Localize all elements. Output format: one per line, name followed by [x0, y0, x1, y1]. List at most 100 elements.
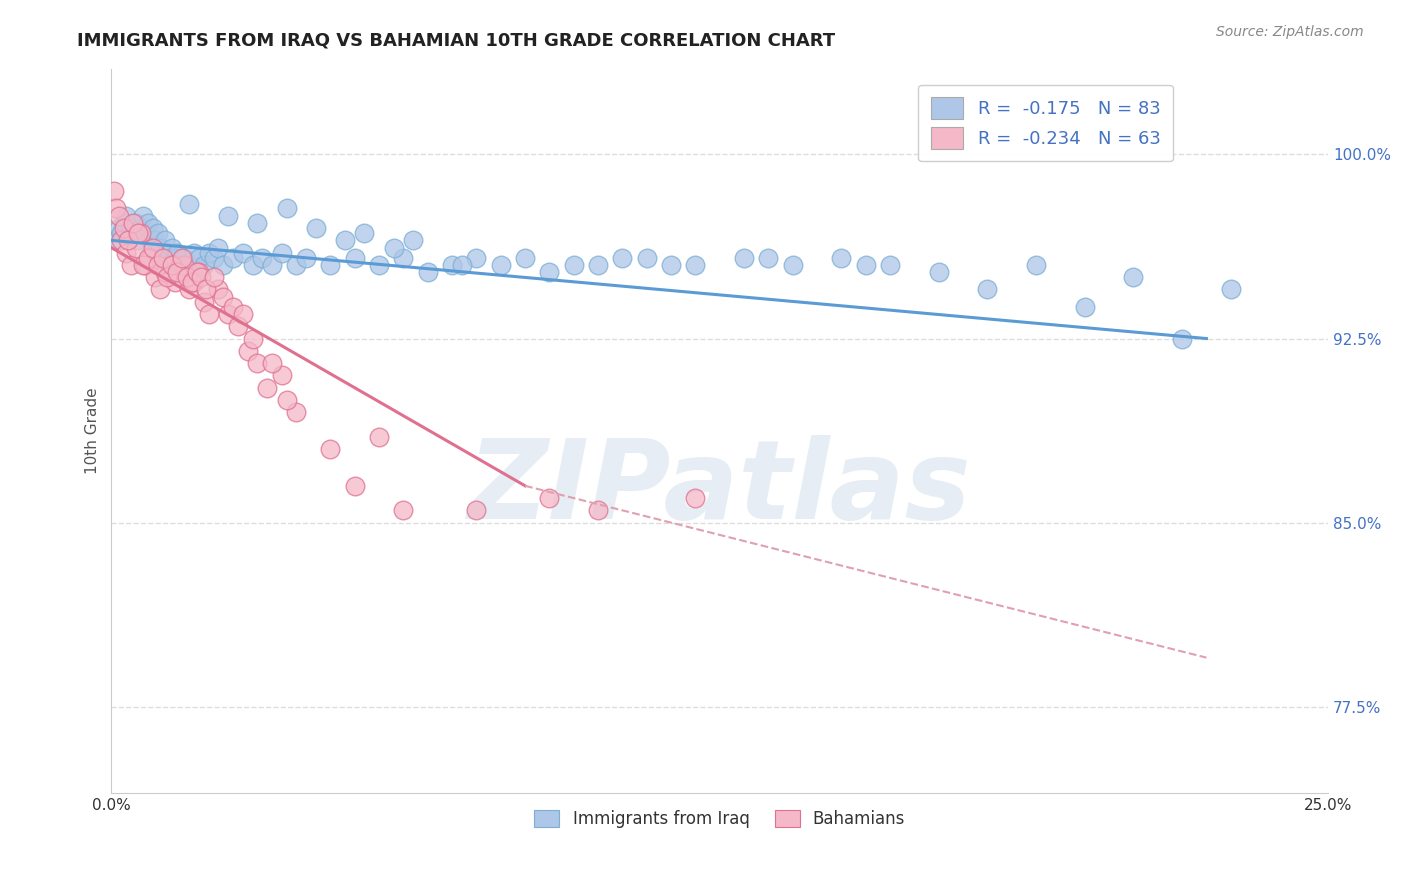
Point: [169, 258, 191, 272]
Point: [202, 251, 225, 265]
Text: ZIPatlas: ZIPatlas: [468, 435, 972, 542]
Point: [190, 270, 212, 285]
Point: [368, 430, 391, 444]
Point: [1219, 282, 1241, 296]
Point: [163, 251, 186, 265]
Point: [169, 270, 191, 285]
Point: [1171, 332, 1194, 346]
Point: [149, 282, 172, 296]
Point: [142, 221, 165, 235]
Point: [156, 270, 179, 285]
Point: [156, 245, 179, 260]
Point: [159, 258, 181, 272]
Point: [197, 245, 219, 260]
Text: IMMIGRANTS FROM IRAQ VS BAHAMIAN 10TH GRADE CORRELATION CHART: IMMIGRANTS FROM IRAQ VS BAHAMIAN 10TH GR…: [77, 31, 835, 49]
Point: [217, 209, 239, 223]
Point: [115, 209, 138, 223]
Point: [115, 245, 138, 260]
Point: [392, 251, 415, 265]
Point: [222, 251, 245, 265]
Point: [270, 368, 292, 383]
Point: [382, 241, 405, 255]
Point: [758, 251, 780, 265]
Point: [538, 265, 561, 279]
Point: [353, 226, 375, 240]
Point: [166, 245, 188, 260]
Point: [153, 233, 176, 247]
Point: [343, 479, 366, 493]
Point: [659, 258, 682, 272]
Point: [319, 442, 342, 456]
Point: [125, 241, 148, 255]
Point: [110, 233, 132, 247]
Point: [134, 258, 156, 272]
Point: [173, 258, 195, 272]
Point: [142, 241, 165, 255]
Point: [129, 226, 152, 240]
Point: [538, 491, 561, 505]
Point: [207, 282, 229, 296]
Point: [132, 258, 155, 272]
Point: [129, 221, 152, 235]
Point: [122, 226, 145, 240]
Point: [217, 307, 239, 321]
Point: [879, 258, 901, 272]
Point: [207, 241, 229, 255]
Point: [855, 258, 877, 272]
Point: [183, 245, 205, 260]
Point: [188, 251, 211, 265]
Point: [153, 265, 176, 279]
Point: [152, 251, 174, 265]
Point: [212, 258, 235, 272]
Point: [105, 202, 128, 216]
Point: [170, 251, 193, 265]
Point: [117, 233, 139, 247]
Point: [193, 258, 215, 272]
Point: [465, 251, 488, 265]
Y-axis label: 10th Grade: 10th Grade: [86, 387, 100, 474]
Point: [270, 245, 292, 260]
Point: [176, 270, 198, 285]
Point: [1025, 258, 1047, 272]
Point: [195, 282, 218, 296]
Point: [586, 258, 609, 272]
Point: [188, 265, 211, 279]
Point: [305, 221, 328, 235]
Point: [513, 251, 536, 265]
Point: [685, 258, 707, 272]
Point: [132, 209, 155, 223]
Point: [636, 251, 658, 265]
Point: [186, 265, 208, 279]
Point: [333, 233, 356, 247]
Point: [107, 209, 129, 223]
Point: [450, 258, 472, 272]
Point: [256, 381, 278, 395]
Point: [260, 258, 283, 272]
Point: [232, 307, 254, 321]
Point: [125, 216, 148, 230]
Point: [197, 307, 219, 321]
Point: [586, 503, 609, 517]
Point: [368, 258, 391, 272]
Point: [782, 258, 804, 272]
Point: [246, 356, 269, 370]
Point: [112, 216, 135, 230]
Point: [112, 221, 135, 235]
Point: [319, 258, 342, 272]
Point: [733, 251, 755, 265]
Point: [179, 196, 201, 211]
Point: [179, 258, 201, 272]
Point: [122, 216, 145, 230]
Point: [685, 491, 707, 505]
Point: [1122, 270, 1144, 285]
Point: [159, 258, 181, 272]
Point: [136, 251, 159, 265]
Point: [232, 245, 254, 260]
Point: [202, 270, 225, 285]
Legend: Immigrants from Iraq, Bahamians: Immigrants from Iraq, Bahamians: [527, 804, 912, 835]
Point: [166, 265, 188, 279]
Point: [246, 216, 269, 230]
Point: [242, 332, 264, 346]
Point: [146, 226, 169, 240]
Point: [127, 226, 149, 240]
